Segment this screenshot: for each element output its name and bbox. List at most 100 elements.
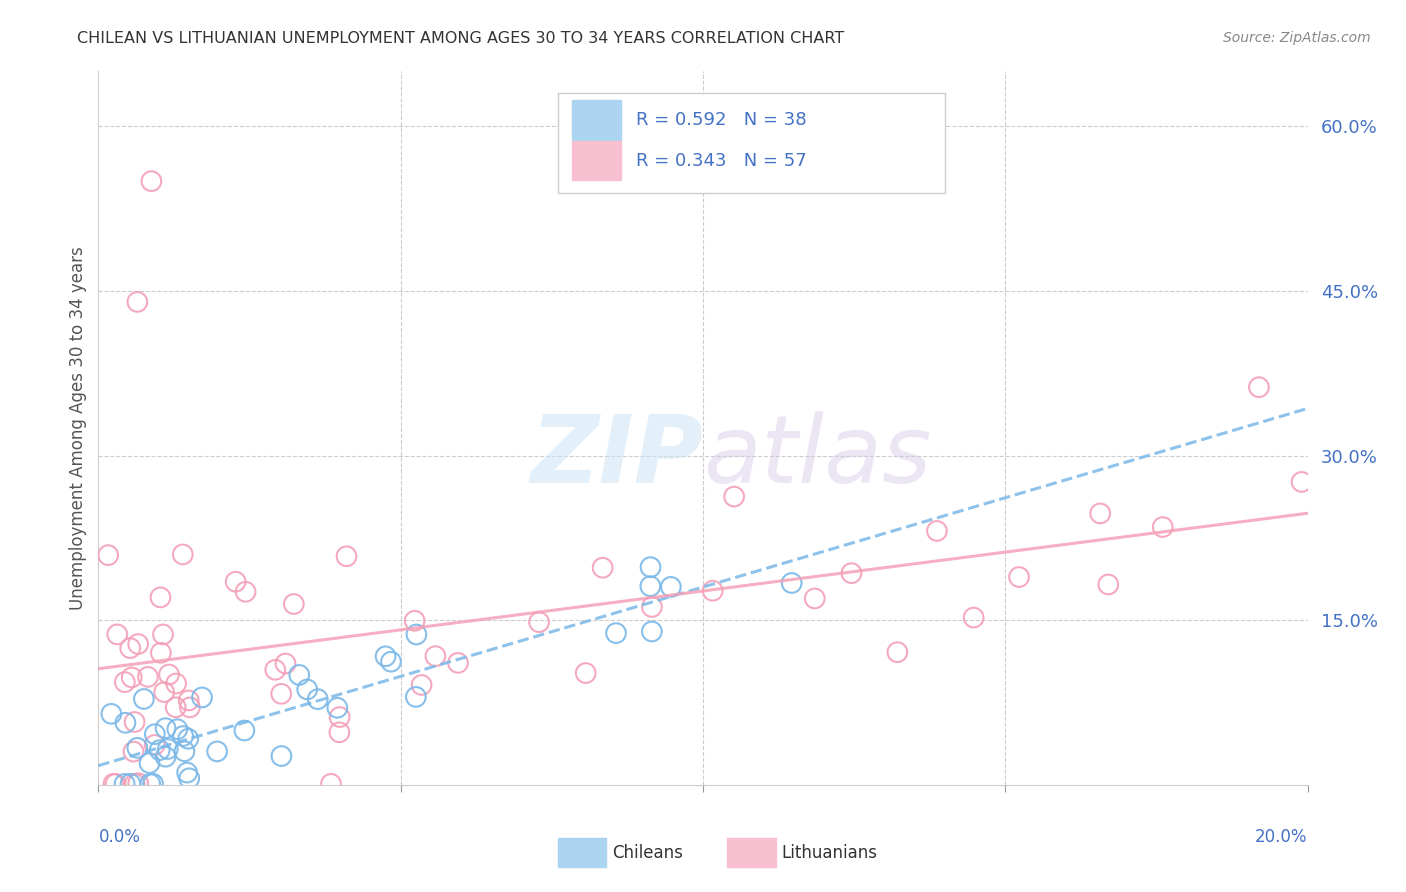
Point: [270, 687, 292, 701]
Point: [640, 579, 662, 593]
Point: [149, 646, 172, 660]
Point: [886, 645, 908, 659]
Point: [274, 657, 297, 671]
Point: [114, 715, 136, 730]
Text: atlas: atlas: [703, 411, 931, 502]
Point: [374, 649, 396, 664]
Point: [120, 641, 142, 656]
Point: [702, 583, 724, 598]
Point: [447, 656, 470, 670]
Point: [592, 560, 614, 574]
Point: [153, 685, 176, 699]
Point: [173, 744, 195, 758]
Point: [104, 777, 127, 791]
Point: [97, 548, 120, 562]
Point: [100, 706, 122, 721]
Point: [780, 576, 803, 591]
Text: R = 0.343   N = 57: R = 0.343 N = 57: [637, 152, 807, 169]
Point: [319, 777, 342, 791]
Text: Chileans: Chileans: [613, 844, 683, 862]
Point: [114, 777, 136, 791]
Point: [380, 655, 402, 669]
Point: [1097, 577, 1119, 591]
Point: [143, 738, 166, 752]
Point: [575, 666, 598, 681]
Point: [179, 700, 201, 714]
Point: [404, 614, 426, 628]
Point: [157, 667, 180, 681]
Point: [139, 777, 162, 791]
Point: [138, 756, 160, 770]
Point: [307, 692, 329, 706]
Point: [235, 584, 257, 599]
Point: [405, 627, 427, 641]
Point: [288, 668, 311, 682]
Point: [329, 710, 352, 724]
Text: 20.0%: 20.0%: [1256, 828, 1308, 846]
Point: [176, 765, 198, 780]
Point: [155, 721, 177, 735]
Point: [166, 723, 188, 737]
Point: [127, 294, 149, 309]
Text: Lithuanians: Lithuanians: [782, 844, 877, 862]
Point: [143, 727, 166, 741]
Point: [149, 591, 172, 605]
Text: CHILEAN VS LITHUANIAN UNEMPLOYMENT AMONG AGES 30 TO 34 YEARS CORRELATION CHART: CHILEAN VS LITHUANIAN UNEMPLOYMENT AMONG…: [77, 31, 845, 46]
Point: [1291, 475, 1313, 489]
Point: [841, 566, 863, 581]
Point: [105, 627, 128, 641]
Point: [179, 772, 201, 786]
Point: [225, 574, 247, 589]
Point: [335, 549, 357, 564]
Point: [641, 624, 664, 639]
Point: [723, 490, 745, 504]
Point: [172, 548, 194, 562]
Point: [127, 776, 149, 790]
Point: [165, 700, 187, 714]
Point: [156, 742, 179, 756]
Point: [191, 690, 214, 705]
Point: [122, 745, 145, 759]
Point: [205, 744, 228, 758]
Point: [283, 597, 305, 611]
Bar: [572, 100, 621, 139]
Text: 0.0%: 0.0%: [98, 828, 141, 846]
Point: [142, 777, 165, 791]
Point: [641, 599, 664, 614]
Point: [1090, 507, 1112, 521]
Point: [640, 560, 662, 574]
Point: [114, 675, 136, 690]
Point: [132, 692, 155, 706]
Text: ZIP: ZIP: [530, 410, 703, 503]
Bar: [727, 838, 776, 867]
Point: [233, 723, 256, 738]
Point: [803, 591, 825, 606]
Point: [165, 676, 187, 690]
Point: [605, 626, 627, 640]
Point: [295, 682, 318, 697]
Point: [177, 693, 200, 707]
Point: [136, 670, 159, 684]
FancyBboxPatch shape: [558, 93, 945, 193]
Point: [411, 678, 433, 692]
Point: [1247, 380, 1270, 394]
Point: [1152, 520, 1174, 534]
Point: [328, 725, 350, 739]
Point: [425, 649, 447, 664]
Point: [124, 714, 146, 729]
Text: R = 0.592   N = 38: R = 0.592 N = 38: [637, 111, 807, 128]
Point: [659, 580, 682, 594]
Point: [127, 740, 149, 755]
Point: [152, 627, 174, 641]
Point: [925, 524, 948, 538]
Point: [270, 749, 292, 764]
Bar: [572, 141, 621, 180]
Bar: [558, 838, 606, 867]
Point: [155, 749, 177, 764]
Text: Source: ZipAtlas.com: Source: ZipAtlas.com: [1223, 31, 1371, 45]
Point: [405, 690, 427, 704]
Point: [264, 663, 287, 677]
Point: [326, 700, 349, 714]
Point: [149, 743, 172, 757]
Point: [141, 174, 163, 188]
